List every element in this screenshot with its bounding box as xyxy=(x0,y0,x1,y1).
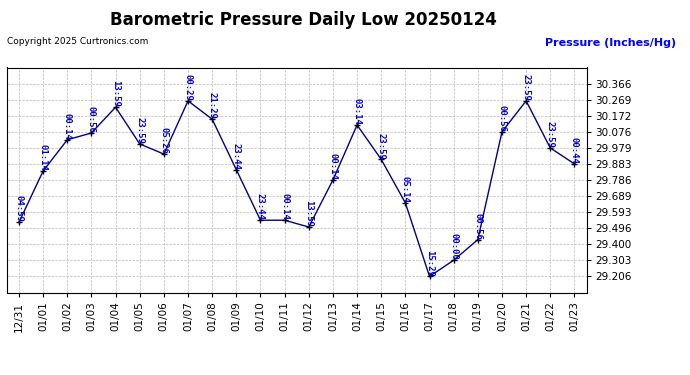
Text: 23:59: 23:59 xyxy=(135,117,144,144)
Text: 23:44: 23:44 xyxy=(256,194,265,220)
Text: 01:14: 01:14 xyxy=(39,144,48,171)
Text: Barometric Pressure Daily Low 20250124: Barometric Pressure Daily Low 20250124 xyxy=(110,11,497,29)
Text: 00:29: 00:29 xyxy=(184,74,193,101)
Text: 00:56: 00:56 xyxy=(87,106,96,133)
Text: 23:59: 23:59 xyxy=(377,132,386,159)
Text: 21:29: 21:29 xyxy=(208,92,217,119)
Text: 00:00: 00:00 xyxy=(449,233,458,260)
Text: 13:59: 13:59 xyxy=(304,200,313,227)
Text: 00:14: 00:14 xyxy=(280,194,289,220)
Text: 05:26: 05:26 xyxy=(159,127,168,154)
Text: 23:44: 23:44 xyxy=(232,143,241,170)
Text: 00:44: 00:44 xyxy=(570,137,579,164)
Text: 00:56: 00:56 xyxy=(497,105,506,132)
Text: 05:14: 05:14 xyxy=(401,176,410,203)
Text: Pressure (Inches/Hg): Pressure (Inches/Hg) xyxy=(545,38,676,48)
Text: 23:59: 23:59 xyxy=(522,74,531,101)
Text: 13:59: 13:59 xyxy=(111,80,120,107)
Text: 00:14: 00:14 xyxy=(63,113,72,140)
Text: Copyright 2025 Curtronics.com: Copyright 2025 Curtronics.com xyxy=(7,38,148,46)
Text: 03:14: 03:14 xyxy=(353,98,362,125)
Text: 00:56: 00:56 xyxy=(473,213,482,240)
Text: 00:14: 00:14 xyxy=(328,153,337,180)
Text: 04:59: 04:59 xyxy=(14,195,23,222)
Text: 15:29: 15:29 xyxy=(425,249,434,276)
Text: 23:59: 23:59 xyxy=(546,121,555,148)
